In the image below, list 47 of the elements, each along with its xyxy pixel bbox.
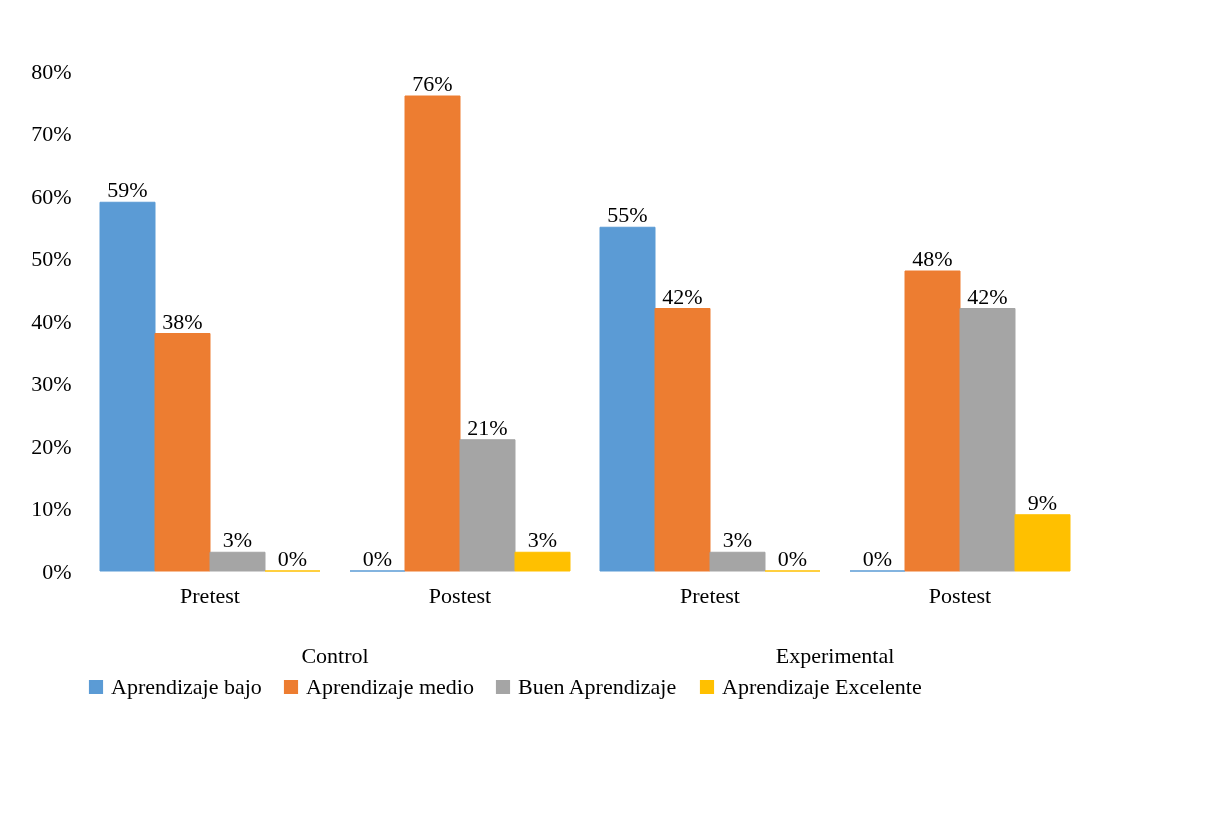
data-label: 48% bbox=[912, 246, 953, 271]
data-label: 0% bbox=[862, 546, 893, 571]
y-tick-label: 30% bbox=[31, 371, 72, 396]
data-label: 9% bbox=[1027, 489, 1058, 515]
y-tick-label: 20% bbox=[31, 433, 72, 459]
data-label: 76% bbox=[412, 71, 453, 96]
data-label: 38% bbox=[162, 308, 203, 334]
data-label: 0% bbox=[362, 546, 393, 571]
bar bbox=[959, 308, 1016, 572]
data-label: 3% bbox=[722, 527, 753, 553]
bar bbox=[904, 270, 961, 572]
bar bbox=[514, 551, 571, 572]
y-tick-label: 50% bbox=[31, 246, 72, 271]
data-label: 3% bbox=[527, 527, 558, 553]
y-tick-label: 10% bbox=[31, 496, 72, 521]
y-tick-label: 80% bbox=[31, 58, 72, 84]
x-tick-label: Postest bbox=[428, 582, 492, 608]
legend-label: Aprendizaje medio bbox=[306, 674, 474, 699]
x-tick-label: Pretest bbox=[180, 582, 240, 608]
bar bbox=[404, 95, 461, 572]
x-tick-label: Postest bbox=[928, 582, 992, 608]
data-label: 42% bbox=[967, 283, 1008, 309]
bar bbox=[1014, 514, 1071, 572]
data-label: 59% bbox=[107, 177, 148, 203]
text: Experimental bbox=[775, 643, 895, 668]
bar bbox=[209, 551, 266, 572]
y-tick-label: 70% bbox=[31, 121, 72, 146]
legend-label: Buen Aprendizaje bbox=[518, 674, 677, 699]
y-tick-label: 0% bbox=[42, 558, 72, 584]
data-label: 55% bbox=[607, 202, 648, 228]
bar bbox=[709, 551, 766, 572]
legend-label: Aprendizaje bajo bbox=[111, 674, 262, 699]
x-tick-label: Pretest bbox=[680, 582, 740, 608]
data-label: 21% bbox=[467, 414, 508, 440]
y-tick-label: 40% bbox=[31, 308, 72, 334]
bar bbox=[459, 439, 516, 572]
data-label: 42% bbox=[662, 283, 703, 309]
bar bbox=[599, 226, 656, 572]
bar bbox=[99, 201, 156, 572]
bar bbox=[154, 333, 211, 572]
data-label: 0% bbox=[777, 546, 808, 571]
data-label: 3% bbox=[222, 527, 253, 553]
data-label: 0% bbox=[277, 546, 308, 571]
y-tick-label: 60% bbox=[31, 183, 72, 209]
text: Control bbox=[301, 643, 369, 668]
legend-label: Aprendizaje Excelente bbox=[722, 674, 922, 699]
bar bbox=[654, 308, 711, 572]
